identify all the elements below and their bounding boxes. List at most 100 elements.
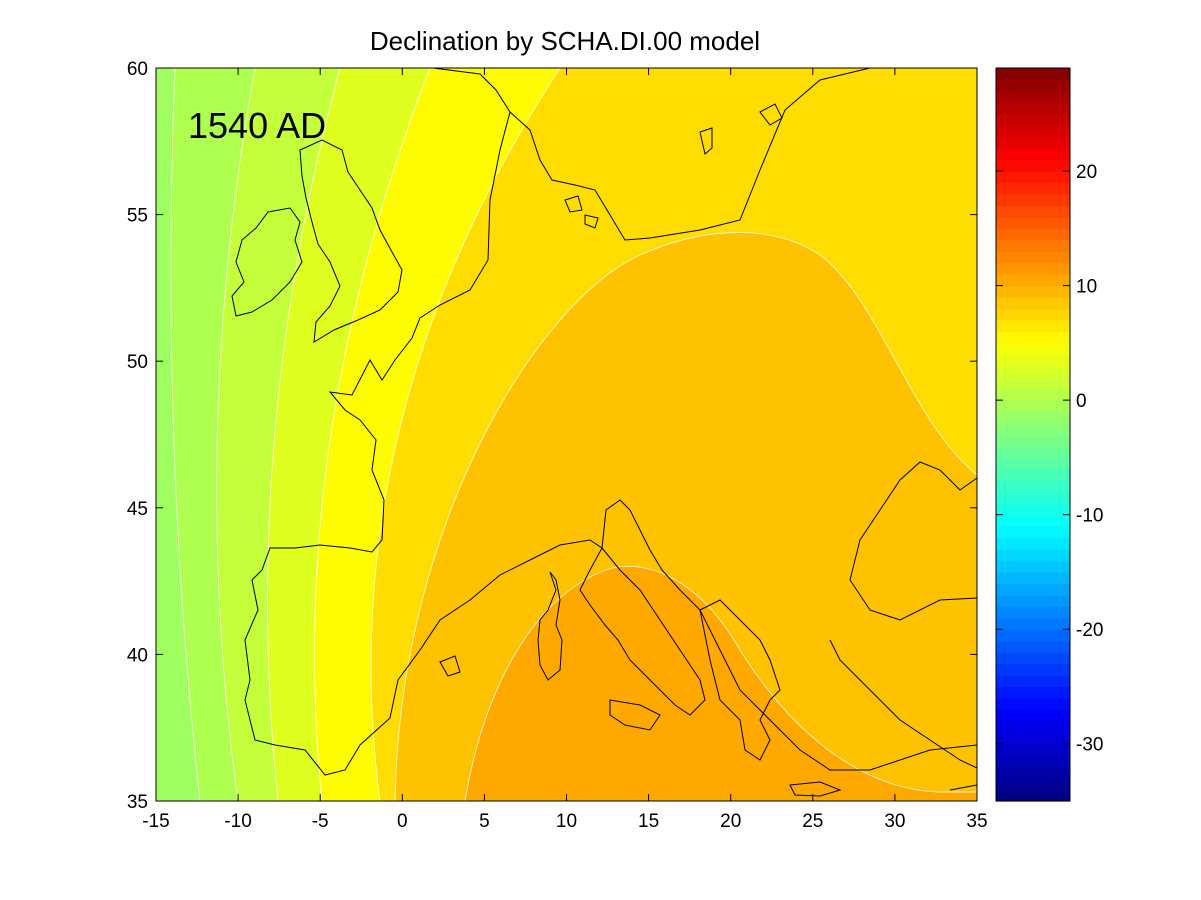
map-plot-area: 1540 AD -15 -10 -5 0 5 10 15 20 25 30 35 35 40 45 50 55… bbox=[127, 59, 988, 832]
colorbar-segment bbox=[996, 228, 1070, 241]
colorbar-segment bbox=[996, 388, 1070, 401]
colorbar-segment bbox=[996, 629, 1070, 642]
x-tick-label: -5 bbox=[312, 811, 329, 832]
chart-title: Declination by SCHA.DI.00 model bbox=[370, 26, 760, 56]
colorbar-segment bbox=[996, 606, 1070, 619]
colorbar-bands bbox=[996, 68, 1070, 802]
colorbar-segment bbox=[996, 503, 1070, 516]
colorbar-segment bbox=[996, 720, 1070, 733]
colorbar-tick-label: -10 bbox=[1076, 506, 1103, 527]
colorbar-segment bbox=[996, 262, 1070, 275]
coastline-baltic-islands bbox=[564, 103, 783, 229]
coastline-corsica-sardinia bbox=[537, 571, 563, 681]
colorbar-segment bbox=[996, 423, 1070, 436]
colorbar-segment bbox=[996, 400, 1070, 413]
coastlines bbox=[231, 68, 977, 797]
contour-line bbox=[314, 68, 431, 801]
colorbar-segment bbox=[996, 663, 1070, 676]
colorbar-segment bbox=[996, 102, 1070, 115]
colorbar-segment bbox=[996, 766, 1070, 779]
coastline-crete-cyprus bbox=[789, 781, 977, 797]
colorbar-segment bbox=[996, 571, 1070, 584]
colorbar-segment bbox=[996, 778, 1070, 791]
y-tick-label: 50 bbox=[127, 352, 148, 373]
colorbar-segment bbox=[996, 274, 1070, 287]
colorbar-segment bbox=[996, 709, 1070, 722]
colorbar-segment bbox=[996, 526, 1070, 539]
map-axis-ticks: -15 -10 -5 0 5 10 15 20 25 30 35 35 40 45 50 55 60 bbox=[127, 59, 988, 832]
colorbar-segment bbox=[996, 549, 1070, 562]
colorbar-segment bbox=[996, 732, 1070, 745]
colorbar-segment bbox=[996, 583, 1070, 596]
colorbar-segment bbox=[996, 342, 1070, 355]
x-tick-label: 10 bbox=[556, 811, 577, 832]
colorbar-segment bbox=[996, 308, 1070, 321]
contour-line bbox=[394, 232, 977, 801]
colorbar-segment bbox=[996, 90, 1070, 103]
y-tick-label: 40 bbox=[127, 645, 148, 666]
colorbar-segment bbox=[996, 68, 1070, 81]
contour-lines bbox=[170, 68, 977, 801]
colorbar-segment bbox=[996, 113, 1070, 126]
colorbar-segment bbox=[996, 652, 1070, 665]
colorbar-segment bbox=[996, 594, 1070, 607]
colorbar-segment bbox=[996, 285, 1070, 298]
colorbar-tick-label: 10 bbox=[1076, 277, 1097, 298]
contour-line bbox=[370, 68, 561, 801]
colorbar-segment bbox=[996, 377, 1070, 390]
coastline-great-britain bbox=[299, 139, 403, 343]
colorbar-segment bbox=[996, 319, 1070, 333]
colorbar-segment bbox=[996, 480, 1070, 493]
colorbar-segment bbox=[996, 434, 1070, 447]
contour-line bbox=[170, 68, 201, 801]
x-tick-label: 25 bbox=[802, 811, 823, 832]
coastline-ireland bbox=[231, 207, 303, 317]
x-tick-label: 5 bbox=[479, 811, 490, 832]
colorbar-tick-label: 0 bbox=[1076, 391, 1087, 412]
coastline-sicily bbox=[609, 699, 661, 731]
colorbar-segment bbox=[996, 457, 1070, 470]
coastline-italy bbox=[579, 547, 706, 716]
colorbar-tick-label: 20 bbox=[1076, 162, 1097, 183]
y-tick-label: 60 bbox=[127, 59, 148, 80]
coastline-balearic bbox=[439, 655, 461, 677]
colorbar-segment bbox=[996, 239, 1070, 252]
colorbar-segment bbox=[996, 216, 1070, 229]
colorbar-segment bbox=[996, 354, 1070, 367]
x-tick-label: 30 bbox=[884, 811, 905, 832]
contour-line bbox=[267, 68, 341, 801]
colorbar-segment bbox=[996, 675, 1070, 688]
colorbar-segment bbox=[996, 617, 1070, 630]
colorbar-segment bbox=[996, 468, 1070, 481]
colorbar-segment bbox=[996, 755, 1070, 768]
colorbar-segment bbox=[996, 193, 1070, 207]
colorbar-segment bbox=[996, 331, 1070, 344]
colorbar-segment bbox=[996, 697, 1070, 710]
colorbar-segment bbox=[996, 136, 1070, 149]
colorbar-ticks: -30 -20 -10 0 10 20 bbox=[996, 162, 1103, 756]
coastline-atlantic-europe bbox=[244, 68, 977, 776]
colorbar-segment bbox=[996, 365, 1070, 378]
colorbar-segment bbox=[996, 171, 1070, 184]
colorbar-segment bbox=[996, 159, 1070, 172]
x-tick-label: 35 bbox=[966, 811, 987, 832]
colorbar-segment bbox=[996, 251, 1070, 264]
band-6-to-7 bbox=[465, 566, 977, 801]
x-tick-label: -15 bbox=[142, 811, 169, 832]
colorbar-segment bbox=[996, 79, 1070, 92]
contour-line bbox=[216, 68, 256, 801]
contour-line bbox=[464, 565, 977, 801]
x-tick-label: 15 bbox=[638, 811, 659, 832]
colorbar-segment bbox=[996, 789, 1070, 802]
colorbar-segment bbox=[996, 182, 1070, 195]
colorbar-segment bbox=[996, 445, 1070, 459]
colorbar-segment bbox=[996, 560, 1070, 573]
y-tick-label: 45 bbox=[127, 499, 148, 520]
x-tick-label: 20 bbox=[720, 811, 741, 832]
colorbar-segment bbox=[996, 491, 1070, 504]
y-tick-label: 55 bbox=[127, 206, 148, 227]
colorbar-segment bbox=[996, 411, 1070, 424]
colorbar-segment bbox=[996, 205, 1070, 218]
x-tick-label: 0 bbox=[397, 811, 408, 832]
